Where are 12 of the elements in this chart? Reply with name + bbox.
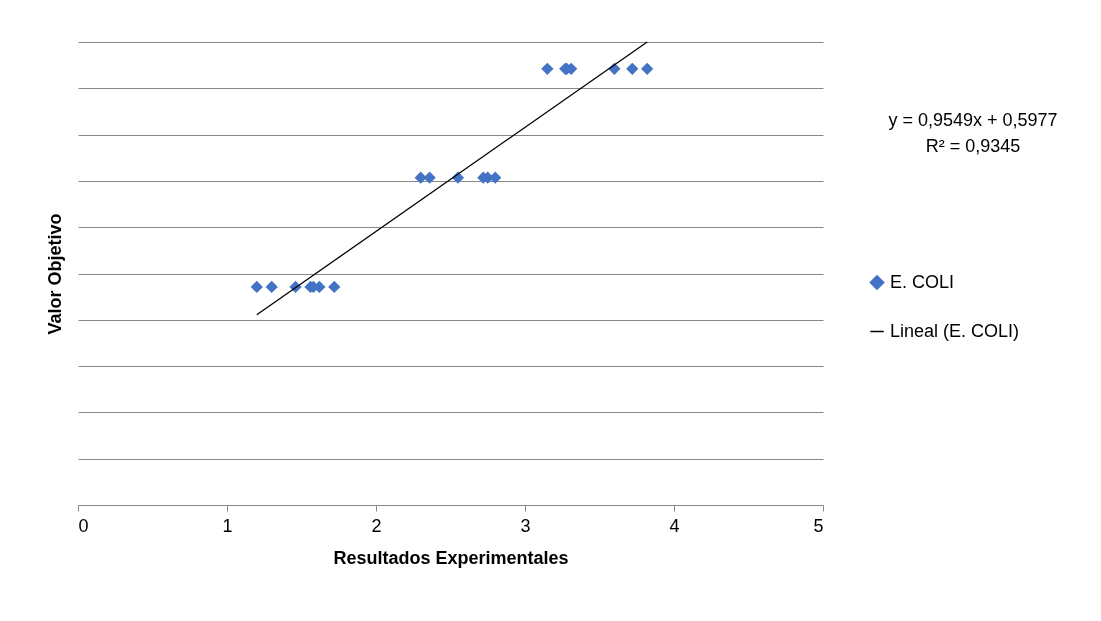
legend-label: E. COLI bbox=[890, 271, 955, 292]
text: y = 0,9549x + 0,5977 bbox=[888, 110, 1058, 130]
x-tick-label: 1 bbox=[222, 515, 233, 536]
x-tick-label: 3 bbox=[520, 515, 531, 536]
x-tick-label: 2 bbox=[371, 515, 382, 536]
x-tick-label: 5 bbox=[813, 515, 824, 536]
y-axis-title: Valor Objetivo bbox=[44, 213, 65, 335]
text: R² = 0,9345 bbox=[925, 136, 1021, 156]
legend-label: Lineal (E. COLI) bbox=[890, 320, 1020, 341]
x-tick-label: 4 bbox=[669, 515, 680, 536]
x-axis-title: Resultados Experimentales bbox=[333, 547, 569, 568]
x-tick-label: 0 bbox=[78, 515, 89, 536]
